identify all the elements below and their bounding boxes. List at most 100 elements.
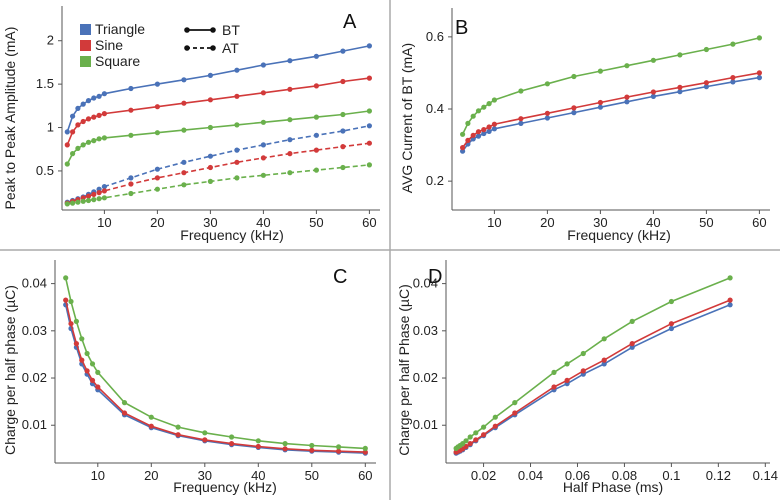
data-point-square-at	[70, 200, 76, 206]
x-tick-label: 0.04	[518, 468, 543, 483]
data-point-triangle-bt	[101, 91, 107, 97]
panel-a-xlabel: Frequency (kHz)	[180, 227, 283, 243]
data-point-square-bt	[340, 111, 346, 118]
data-point-sine-at	[181, 170, 187, 176]
data-point-square-bt	[70, 151, 76, 157]
data-point-square	[564, 361, 570, 367]
data-point-square-at	[101, 195, 107, 201]
x-tick-label: 0.08	[612, 468, 637, 483]
data-point-sine	[580, 368, 586, 374]
x-tick-label: 50	[699, 215, 713, 230]
data-point-square-at	[64, 201, 70, 207]
data-point-square	[460, 131, 466, 137]
data-point-triangle-at	[234, 147, 240, 153]
data-point-triangle-at	[287, 137, 293, 143]
x-tick-label: 10	[91, 468, 105, 483]
x-tick-label: 60	[362, 215, 376, 230]
data-point-triangle-bt	[80, 101, 86, 107]
data-point-sine	[544, 110, 551, 116]
legend-swatch-sine	[80, 40, 91, 51]
x-tick-label: 40	[256, 215, 270, 230]
data-point-triangle	[597, 104, 604, 110]
data-point-sine	[571, 105, 577, 111]
data-point-triangle-bt	[287, 58, 293, 64]
x-tick-label: 0.02	[471, 468, 496, 483]
data-point-sine-at	[91, 191, 97, 197]
data-point-triangle	[486, 128, 492, 134]
data-point-triangle	[629, 344, 635, 350]
data-point-square-at	[260, 172, 266, 178]
legend-label-square: Square	[95, 53, 140, 69]
data-point-sine	[121, 410, 128, 416]
data-point-triangle	[460, 148, 466, 154]
x-tick-label: 30	[593, 215, 607, 230]
plot-layer: 10 20 30 40 50 60 0.5 1 1.5 2 10 20 30 40 50 60 0.2 0.4 0.…	[22, 6, 778, 483]
data-point-sine	[475, 129, 482, 135]
x-tick-label: 10	[487, 215, 501, 230]
data-point-triangle-bt	[207, 72, 213, 78]
data-point-sine	[470, 132, 476, 138]
data-point-triangle-at	[260, 142, 266, 148]
data-point-triangle-bt	[313, 53, 319, 59]
panel-b: 10 20 30 40 50 60 0.2 0.4 0.6	[426, 8, 770, 230]
data-point-square-bt	[154, 130, 160, 136]
legend-marker-bt-start	[184, 27, 190, 33]
data-point-square	[336, 444, 342, 450]
data-point-triangle-at	[128, 175, 134, 181]
legend-label-bt: BT	[222, 22, 240, 38]
x-tick-label: 30	[203, 215, 217, 230]
data-point-square	[727, 275, 733, 281]
data-point-sine	[601, 357, 607, 363]
legend-label-triangle: Triangle	[95, 21, 145, 37]
data-point-square-at	[234, 175, 240, 181]
series-line-sine	[64, 299, 366, 453]
x-tick-label: 20	[540, 215, 554, 230]
data-point-triangle	[518, 120, 524, 126]
panel-b-ylabel: AVG Current of BT (mA)	[399, 43, 415, 193]
panel-d: 0.02 0.04 0.06 0.08 0.1 0.12 0.14 0.01 0.02 0.03 0…	[413, 260, 778, 483]
y-tick-label: 0.6	[426, 29, 444, 44]
panel-a-label: A	[343, 11, 357, 33]
legend-marker-at-end	[210, 45, 216, 51]
data-point-sine-at	[128, 181, 134, 187]
series-line-triangle	[455, 304, 731, 454]
data-point-square	[518, 88, 524, 94]
x-tick-label: 0.1	[662, 468, 680, 483]
data-point-square-bt	[91, 138, 97, 144]
data-point-sine	[148, 423, 154, 429]
data-point-square-at	[80, 198, 86, 204]
data-point-triangle-bt	[366, 43, 372, 49]
data-point-sine	[460, 145, 466, 151]
data-point-triangle-at	[366, 123, 372, 129]
data-point-square	[580, 350, 586, 357]
legend-label-sine: Sine	[95, 37, 123, 53]
data-point-triangle	[668, 325, 675, 332]
data-point-sine-bt	[75, 122, 81, 128]
data-point-triangle	[730, 79, 736, 85]
data-point-triangle-at	[101, 184, 107, 190]
data-point-sine	[175, 432, 181, 438]
x-tick-label: 10	[97, 215, 111, 230]
data-point-sine-bt	[181, 100, 187, 106]
series-line-square-bt	[66, 110, 370, 165]
data-point-square-bt	[80, 142, 86, 148]
panel-b-xlabel: Frequency (kHz)	[567, 227, 670, 243]
x-tick-label: 60	[752, 215, 766, 230]
data-point-square-bt	[181, 127, 187, 133]
data-point-sine-bt	[154, 104, 160, 110]
data-point-square-bt	[313, 114, 319, 120]
data-point-triangle	[624, 99, 630, 105]
data-point-square	[73, 318, 79, 324]
data-point-sine	[89, 377, 96, 383]
data-point-square-at	[340, 164, 346, 171]
data-point-sine	[467, 441, 473, 447]
data-point-triangle-bt	[181, 77, 187, 83]
y-tick-label: 0.02	[413, 370, 438, 385]
data-point-square	[491, 97, 497, 103]
panel-c-xlabel: Frequency (kHz)	[173, 479, 276, 495]
data-point-triangle-at	[181, 159, 187, 165]
data-point-square-at	[75, 199, 81, 205]
data-point-square	[95, 369, 101, 375]
data-point-sine-at	[366, 140, 372, 146]
